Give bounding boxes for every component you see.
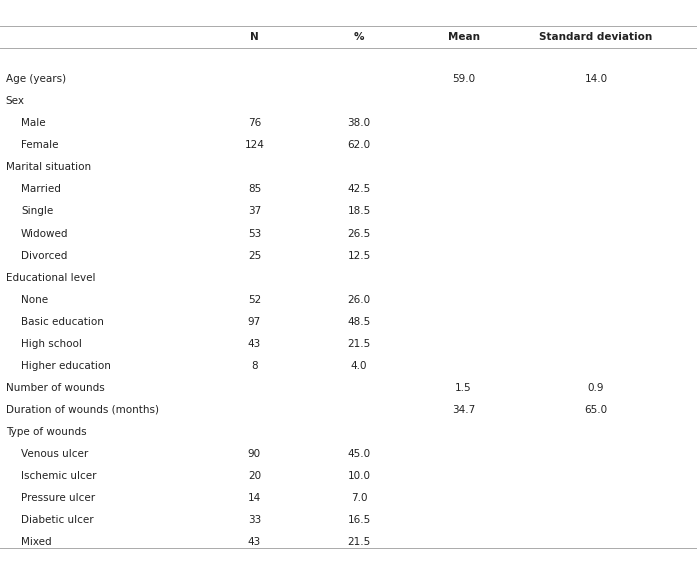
Text: 53: 53 (247, 229, 261, 238)
Text: 25: 25 (247, 251, 261, 260)
Text: Married: Married (21, 184, 61, 194)
Text: Marital situation: Marital situation (6, 162, 91, 172)
Text: Mean: Mean (447, 32, 480, 42)
Text: 4.0: 4.0 (351, 361, 367, 371)
Text: 26.0: 26.0 (347, 295, 371, 304)
Text: Divorced: Divorced (21, 251, 68, 260)
Text: 43: 43 (247, 339, 261, 349)
Text: Widowed: Widowed (21, 229, 68, 238)
Text: 85: 85 (247, 184, 261, 194)
Text: 48.5: 48.5 (347, 317, 371, 327)
Text: Number of wounds: Number of wounds (6, 383, 105, 393)
Text: Sex: Sex (6, 96, 24, 106)
Text: 43: 43 (247, 537, 261, 547)
Text: 45.0: 45.0 (347, 449, 371, 459)
Text: 42.5: 42.5 (347, 184, 371, 194)
Text: 124: 124 (245, 140, 264, 150)
Text: 0.9: 0.9 (588, 383, 604, 393)
Text: Pressure ulcer: Pressure ulcer (21, 493, 95, 503)
Text: Single: Single (21, 206, 53, 216)
Text: %: % (353, 32, 365, 42)
Text: 65.0: 65.0 (584, 405, 608, 415)
Text: Higher education: Higher education (21, 361, 111, 371)
Text: 1.5: 1.5 (455, 383, 472, 393)
Text: 14: 14 (247, 493, 261, 503)
Text: Diabetic ulcer: Diabetic ulcer (21, 515, 93, 525)
Text: 37: 37 (247, 206, 261, 216)
Text: 33: 33 (247, 515, 261, 525)
Text: Type of wounds: Type of wounds (6, 427, 86, 437)
Text: Ischemic ulcer: Ischemic ulcer (21, 471, 96, 481)
Text: 90: 90 (248, 449, 261, 459)
Text: 10.0: 10.0 (348, 471, 370, 481)
Text: 7.0: 7.0 (351, 493, 367, 503)
Text: 20: 20 (248, 471, 261, 481)
Text: Venous ulcer: Venous ulcer (21, 449, 88, 459)
Text: 97: 97 (247, 317, 261, 327)
Text: Basic education: Basic education (21, 317, 104, 327)
Text: 52: 52 (247, 295, 261, 304)
Text: Standard deviation: Standard deviation (539, 32, 652, 42)
Text: 76: 76 (247, 118, 261, 128)
Text: 16.5: 16.5 (347, 515, 371, 525)
Text: N: N (250, 32, 259, 42)
Text: Mixed: Mixed (21, 537, 52, 547)
Text: 12.5: 12.5 (347, 251, 371, 260)
Text: 21.5: 21.5 (347, 537, 371, 547)
Text: High school: High school (21, 339, 82, 349)
Text: 26.5: 26.5 (347, 229, 371, 238)
Text: 18.5: 18.5 (347, 206, 371, 216)
Text: Age (years): Age (years) (6, 74, 66, 84)
Text: Duration of wounds (months): Duration of wounds (months) (6, 405, 159, 415)
Text: 21.5: 21.5 (347, 339, 371, 349)
Text: Female: Female (21, 140, 59, 150)
Text: 14.0: 14.0 (584, 74, 608, 84)
Text: 38.0: 38.0 (347, 118, 371, 128)
Text: Educational level: Educational level (6, 273, 95, 282)
Text: 62.0: 62.0 (347, 140, 371, 150)
Text: 8: 8 (251, 361, 258, 371)
Text: None: None (21, 295, 48, 304)
Text: 59.0: 59.0 (452, 74, 475, 84)
Text: Male: Male (21, 118, 45, 128)
Text: 34.7: 34.7 (452, 405, 475, 415)
